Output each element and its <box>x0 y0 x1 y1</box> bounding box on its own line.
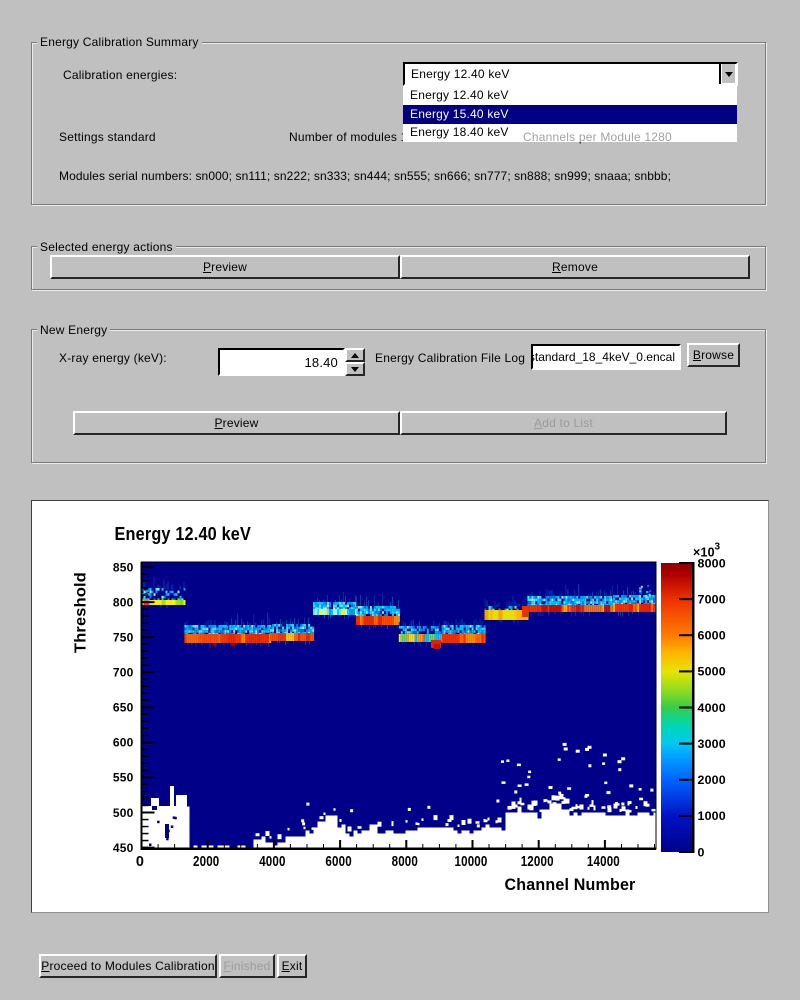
svg-text:500: 500 <box>113 806 134 820</box>
svg-text:4000: 4000 <box>698 701 726 715</box>
svg-text:8000: 8000 <box>698 556 726 570</box>
svg-text:Energy 12.40 keV: Energy 12.40 keV <box>115 524 252 544</box>
svg-text:1000: 1000 <box>698 809 726 823</box>
svg-text:6000: 6000 <box>325 854 351 870</box>
svg-text:700: 700 <box>113 666 134 680</box>
svg-text:850: 850 <box>113 560 134 574</box>
svg-text:550: 550 <box>113 771 134 785</box>
svg-text:2000: 2000 <box>193 854 219 870</box>
svg-text:800: 800 <box>113 595 134 609</box>
svg-text:Channel Number: Channel Number <box>505 875 636 894</box>
svg-text:3000: 3000 <box>698 737 726 751</box>
svg-text:7000: 7000 <box>698 592 726 606</box>
svg-text:10000: 10000 <box>455 854 488 870</box>
svg-text:5000: 5000 <box>698 665 726 679</box>
svg-text:Threshold: Threshold <box>73 572 90 653</box>
svg-text:750: 750 <box>113 630 134 644</box>
svg-text:600: 600 <box>113 736 134 750</box>
svg-text:0: 0 <box>136 854 144 870</box>
svg-text:14000: 14000 <box>587 854 620 870</box>
svg-text:2000: 2000 <box>698 773 726 787</box>
svg-text:6000: 6000 <box>698 629 726 643</box>
svg-text:450: 450 <box>113 841 134 855</box>
svg-text:4000: 4000 <box>259 854 285 870</box>
svg-text:×10: ×10 <box>693 546 715 560</box>
svg-text:0: 0 <box>698 845 705 859</box>
svg-text:650: 650 <box>113 701 134 715</box>
svg-text:3: 3 <box>715 542 721 553</box>
svg-text:12000: 12000 <box>521 854 554 870</box>
svg-text:8000: 8000 <box>392 854 418 870</box>
